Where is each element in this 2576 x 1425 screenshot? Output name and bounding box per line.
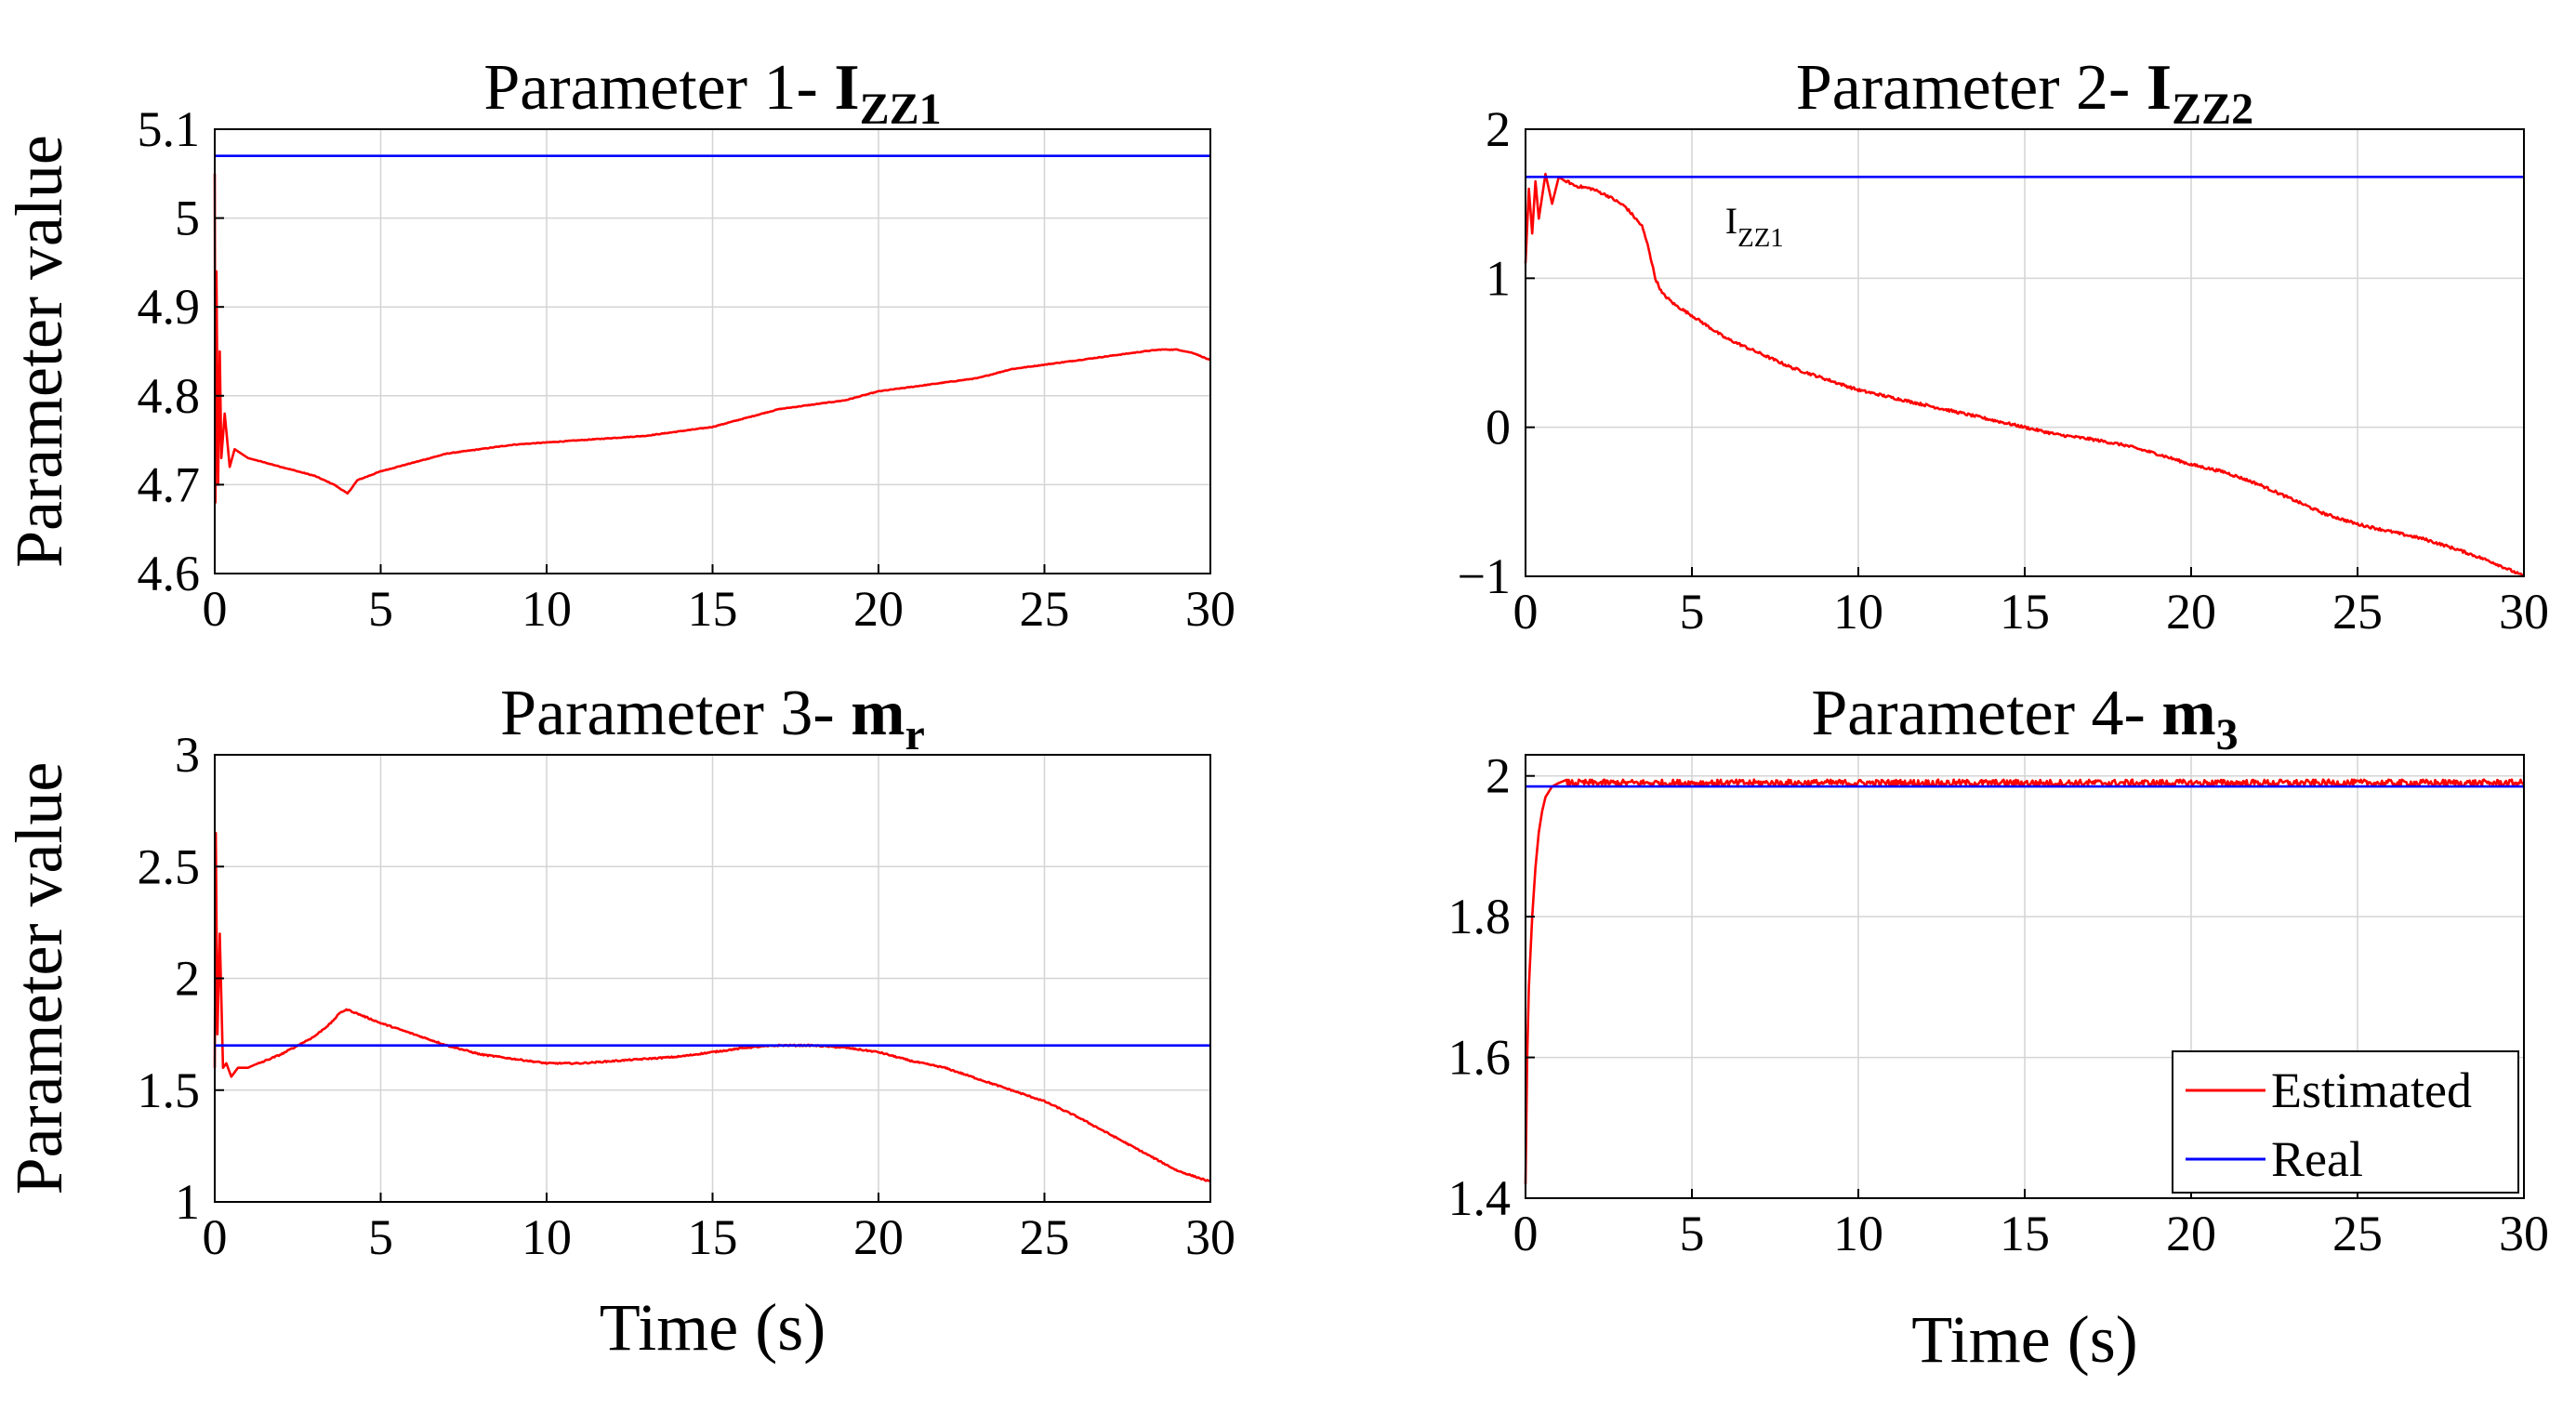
y-tick-label: 5.1 bbox=[138, 101, 201, 157]
y-tick-label: 4.7 bbox=[138, 456, 201, 512]
x-tick-label: 5 bbox=[368, 581, 393, 637]
x-tick-label: 0 bbox=[203, 581, 228, 637]
chart-title: Parameter 3- mr bbox=[500, 678, 925, 759]
chart-title-prefix: Parameter 2- bbox=[1796, 52, 2147, 124]
x-tick-label: 25 bbox=[2332, 584, 2383, 640]
x-tick-label: 20 bbox=[2166, 584, 2216, 640]
x-tick-label: 25 bbox=[2332, 1206, 2383, 1261]
x-tick-label: 30 bbox=[2499, 1206, 2549, 1261]
series-estimated-line bbox=[1524, 778, 2526, 1184]
x-axis-label: Time (s) bbox=[1911, 1302, 2137, 1377]
y-tick-label: 2 bbox=[1486, 101, 1511, 157]
x-tick-label: 20 bbox=[853, 581, 904, 637]
x-tick-label: 15 bbox=[688, 1209, 738, 1265]
series-estimated-line bbox=[1524, 172, 2526, 578]
x-tick-label: 25 bbox=[1020, 581, 1070, 637]
chart-title-symbol: m bbox=[851, 678, 905, 749]
chart-title-prefix: Parameter 1- bbox=[483, 52, 834, 124]
x-tick-label: 20 bbox=[2166, 1206, 2216, 1261]
y-tick-label: 2 bbox=[175, 951, 200, 1007]
chart-title-prefix: Parameter 3- bbox=[500, 678, 851, 749]
y-tick-label: 2 bbox=[1486, 748, 1511, 804]
y-tick-label: 1.5 bbox=[138, 1062, 201, 1118]
legend-box bbox=[2172, 1050, 2519, 1194]
annotation-label: IZZ1 bbox=[1725, 200, 1784, 253]
y-axis-label: Parameter value bbox=[2, 135, 76, 568]
x-tick-label: 25 bbox=[1020, 1209, 1070, 1265]
y-axis-label: Parameter value bbox=[2, 762, 76, 1195]
chart-title: Parameter 1- IZZ1 bbox=[483, 52, 941, 134]
annotation-label-subscript: ZZ1 bbox=[1737, 223, 1784, 253]
chart-title: Parameter 2- IZZ2 bbox=[1796, 52, 2253, 134]
y-tick-label: 5 bbox=[175, 191, 200, 246]
chart-title-subscript: ZZ1 bbox=[860, 85, 942, 134]
legend: Estimated Real bbox=[2172, 1050, 2519, 1194]
chart-title-symbol: I bbox=[2147, 52, 2172, 124]
chart-title-subscript: 3 bbox=[2216, 710, 2239, 759]
x-tick-label: 15 bbox=[688, 581, 738, 637]
chart-title-subscript: r bbox=[905, 710, 925, 759]
chart-title: Parameter 4- m3 bbox=[1811, 678, 2238, 759]
x-tick-label: 30 bbox=[2499, 584, 2549, 640]
x-tick-label: 5 bbox=[1680, 584, 1705, 640]
y-tick-label: 3 bbox=[175, 727, 200, 783]
chart-title-prefix: Parameter 4- bbox=[1811, 678, 2161, 749]
chart-title-symbol: m bbox=[2161, 678, 2215, 749]
y-tick-label: 4.9 bbox=[138, 279, 201, 335]
x-tick-label: 30 bbox=[1185, 581, 1235, 637]
y-tick-label: 4.6 bbox=[138, 546, 201, 601]
panel-1: 0 5 10 15 20 25 30 4.6 4.7 4.8 4.9 5 5.1 Parameter 1-… bbox=[2, 52, 1235, 637]
x-tick-label: 0 bbox=[203, 1209, 228, 1265]
annotation-label-symbol: I bbox=[1725, 200, 1737, 242]
series-estimated-line bbox=[213, 831, 1211, 1182]
y-tick-label: 2.5 bbox=[138, 838, 201, 894]
x-tick-label: 5 bbox=[1680, 1206, 1705, 1261]
x-tick-label: 0 bbox=[1513, 584, 1539, 640]
y-tick-label: 0 bbox=[1486, 400, 1511, 455]
y-tick-label: 1.6 bbox=[1448, 1030, 1512, 1086]
x-axis-label: Time (s) bbox=[600, 1290, 826, 1365]
x-tick-label: 0 bbox=[1513, 1206, 1539, 1261]
legend-label-estimated: Estimated bbox=[2271, 1062, 2472, 1118]
x-tick-label: 10 bbox=[1833, 1206, 1883, 1261]
y-tick-label: 1 bbox=[175, 1174, 200, 1230]
chart-title-symbol: I bbox=[834, 52, 859, 124]
x-tick-label: 10 bbox=[522, 1209, 572, 1265]
legend-label-real: Real bbox=[2271, 1131, 2363, 1187]
panel-4: 0 5 10 15 20 25 30 1.4 1.6 1.8 2 Parameter 4- m3 Tim… bbox=[1448, 678, 2550, 1377]
y-tick-label: 1.4 bbox=[1448, 1170, 1512, 1226]
y-tick-label: 1 bbox=[1486, 250, 1511, 306]
chart-title-subscript: ZZ2 bbox=[2172, 85, 2253, 134]
x-tick-label: 5 bbox=[368, 1209, 393, 1265]
x-tick-label: 20 bbox=[853, 1209, 904, 1265]
x-tick-label: 15 bbox=[2000, 1206, 2050, 1261]
x-tick-label: 10 bbox=[1833, 584, 1883, 640]
x-tick-label: 15 bbox=[2000, 584, 2050, 640]
x-tick-label: 10 bbox=[522, 581, 572, 637]
y-tick-label: 4.8 bbox=[138, 368, 201, 424]
series-estimated-line bbox=[213, 173, 1211, 504]
x-tick-label: 30 bbox=[1185, 1209, 1235, 1265]
y-tick-label: −1 bbox=[1458, 548, 1511, 604]
y-tick-label: 1.8 bbox=[1448, 889, 1512, 944]
